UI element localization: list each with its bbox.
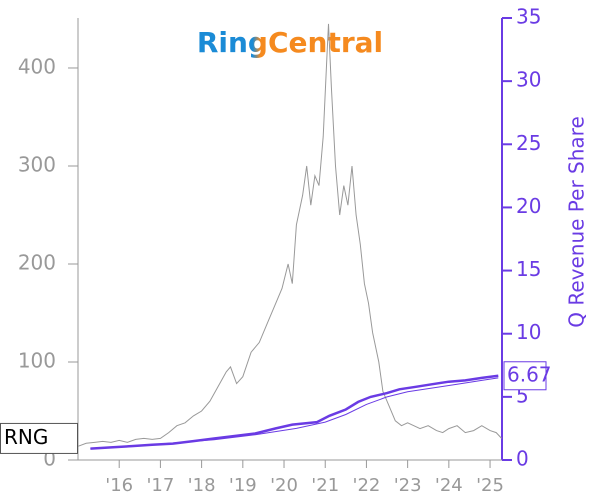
series-name: RNG [4, 425, 48, 449]
y2-tick-label: 15 [516, 257, 541, 281]
chart-title: RingCentral [197, 26, 383, 59]
y-tick-label: 300 [18, 152, 56, 176]
y2-tick-label: 35 [516, 5, 541, 29]
y-tick-label: 100 [18, 348, 56, 372]
x-tick-label: '17 [146, 475, 174, 496]
y2-tick-label: 10 [516, 320, 541, 344]
x-tick-label: '23 [394, 475, 422, 496]
x-tick-label: '18 [188, 475, 216, 496]
x-tick-label: '20 [270, 475, 298, 496]
x-tick-label: '21 [311, 475, 339, 496]
series-line [90, 377, 499, 450]
value-box [503, 361, 547, 391]
x-tick-label: '24 [435, 475, 463, 496]
x-tick-label: '19 [229, 475, 257, 496]
y2-tick-label: 20 [516, 194, 541, 218]
x-tick-label: '22 [353, 475, 381, 496]
series-line [90, 374, 499, 450]
name-box [0, 422, 78, 454]
x-tick-label: '25 [476, 475, 504, 496]
series-line [77, 23, 502, 447]
y-tick-label: 200 [18, 250, 56, 274]
x-tick-label: '16 [105, 475, 133, 496]
y2-axis-label: Q Revenue Per Share [565, 116, 589, 328]
y2-tick-label: 30 [516, 68, 541, 92]
value-label: 6.67 [507, 362, 552, 386]
y2-tick-label: 0 [516, 447, 529, 471]
y-tick-label: 400 [18, 54, 56, 78]
y2-tick-label: 25 [516, 131, 541, 155]
